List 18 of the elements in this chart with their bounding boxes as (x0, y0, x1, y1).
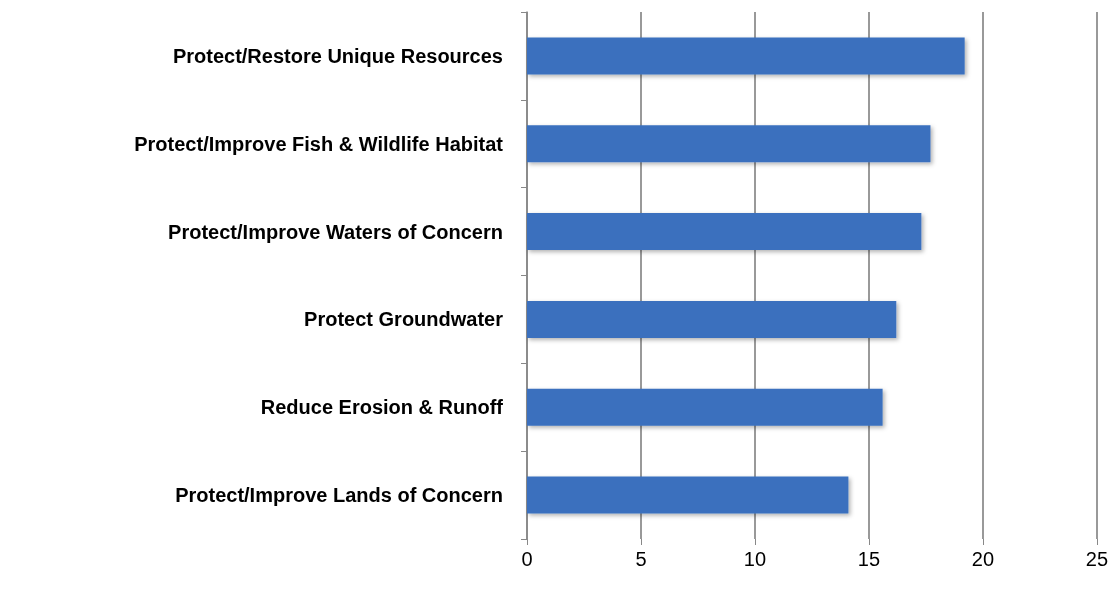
bar (527, 125, 931, 163)
x-tick-label: 15 (857, 548, 881, 570)
bar (527, 476, 849, 514)
x-tick-label: 20 (971, 548, 995, 570)
x-tick-label: 5 (635, 548, 647, 570)
bar (527, 300, 897, 338)
y-tick-label: Protect/Improve Fish & Wildlife Habitat (134, 132, 504, 155)
bar (527, 37, 965, 75)
x-tick-label: 10 (743, 548, 767, 570)
x-tick-label: 25 (1085, 548, 1108, 570)
y-tick-label: Protect/Improve Lands of Concern (175, 484, 503, 507)
bar (527, 388, 883, 426)
y-tick-label: Protect/Improve Waters of Concern (168, 220, 503, 243)
y-tick-label: Protect/Restore Unique Resources (172, 44, 503, 67)
bar (527, 213, 922, 251)
y-tick-label: Reduce Erosion & Runoff (260, 396, 504, 419)
y-tick-label: Protect Groundwater (304, 308, 504, 331)
x-tick-label: 0 (521, 548, 533, 570)
